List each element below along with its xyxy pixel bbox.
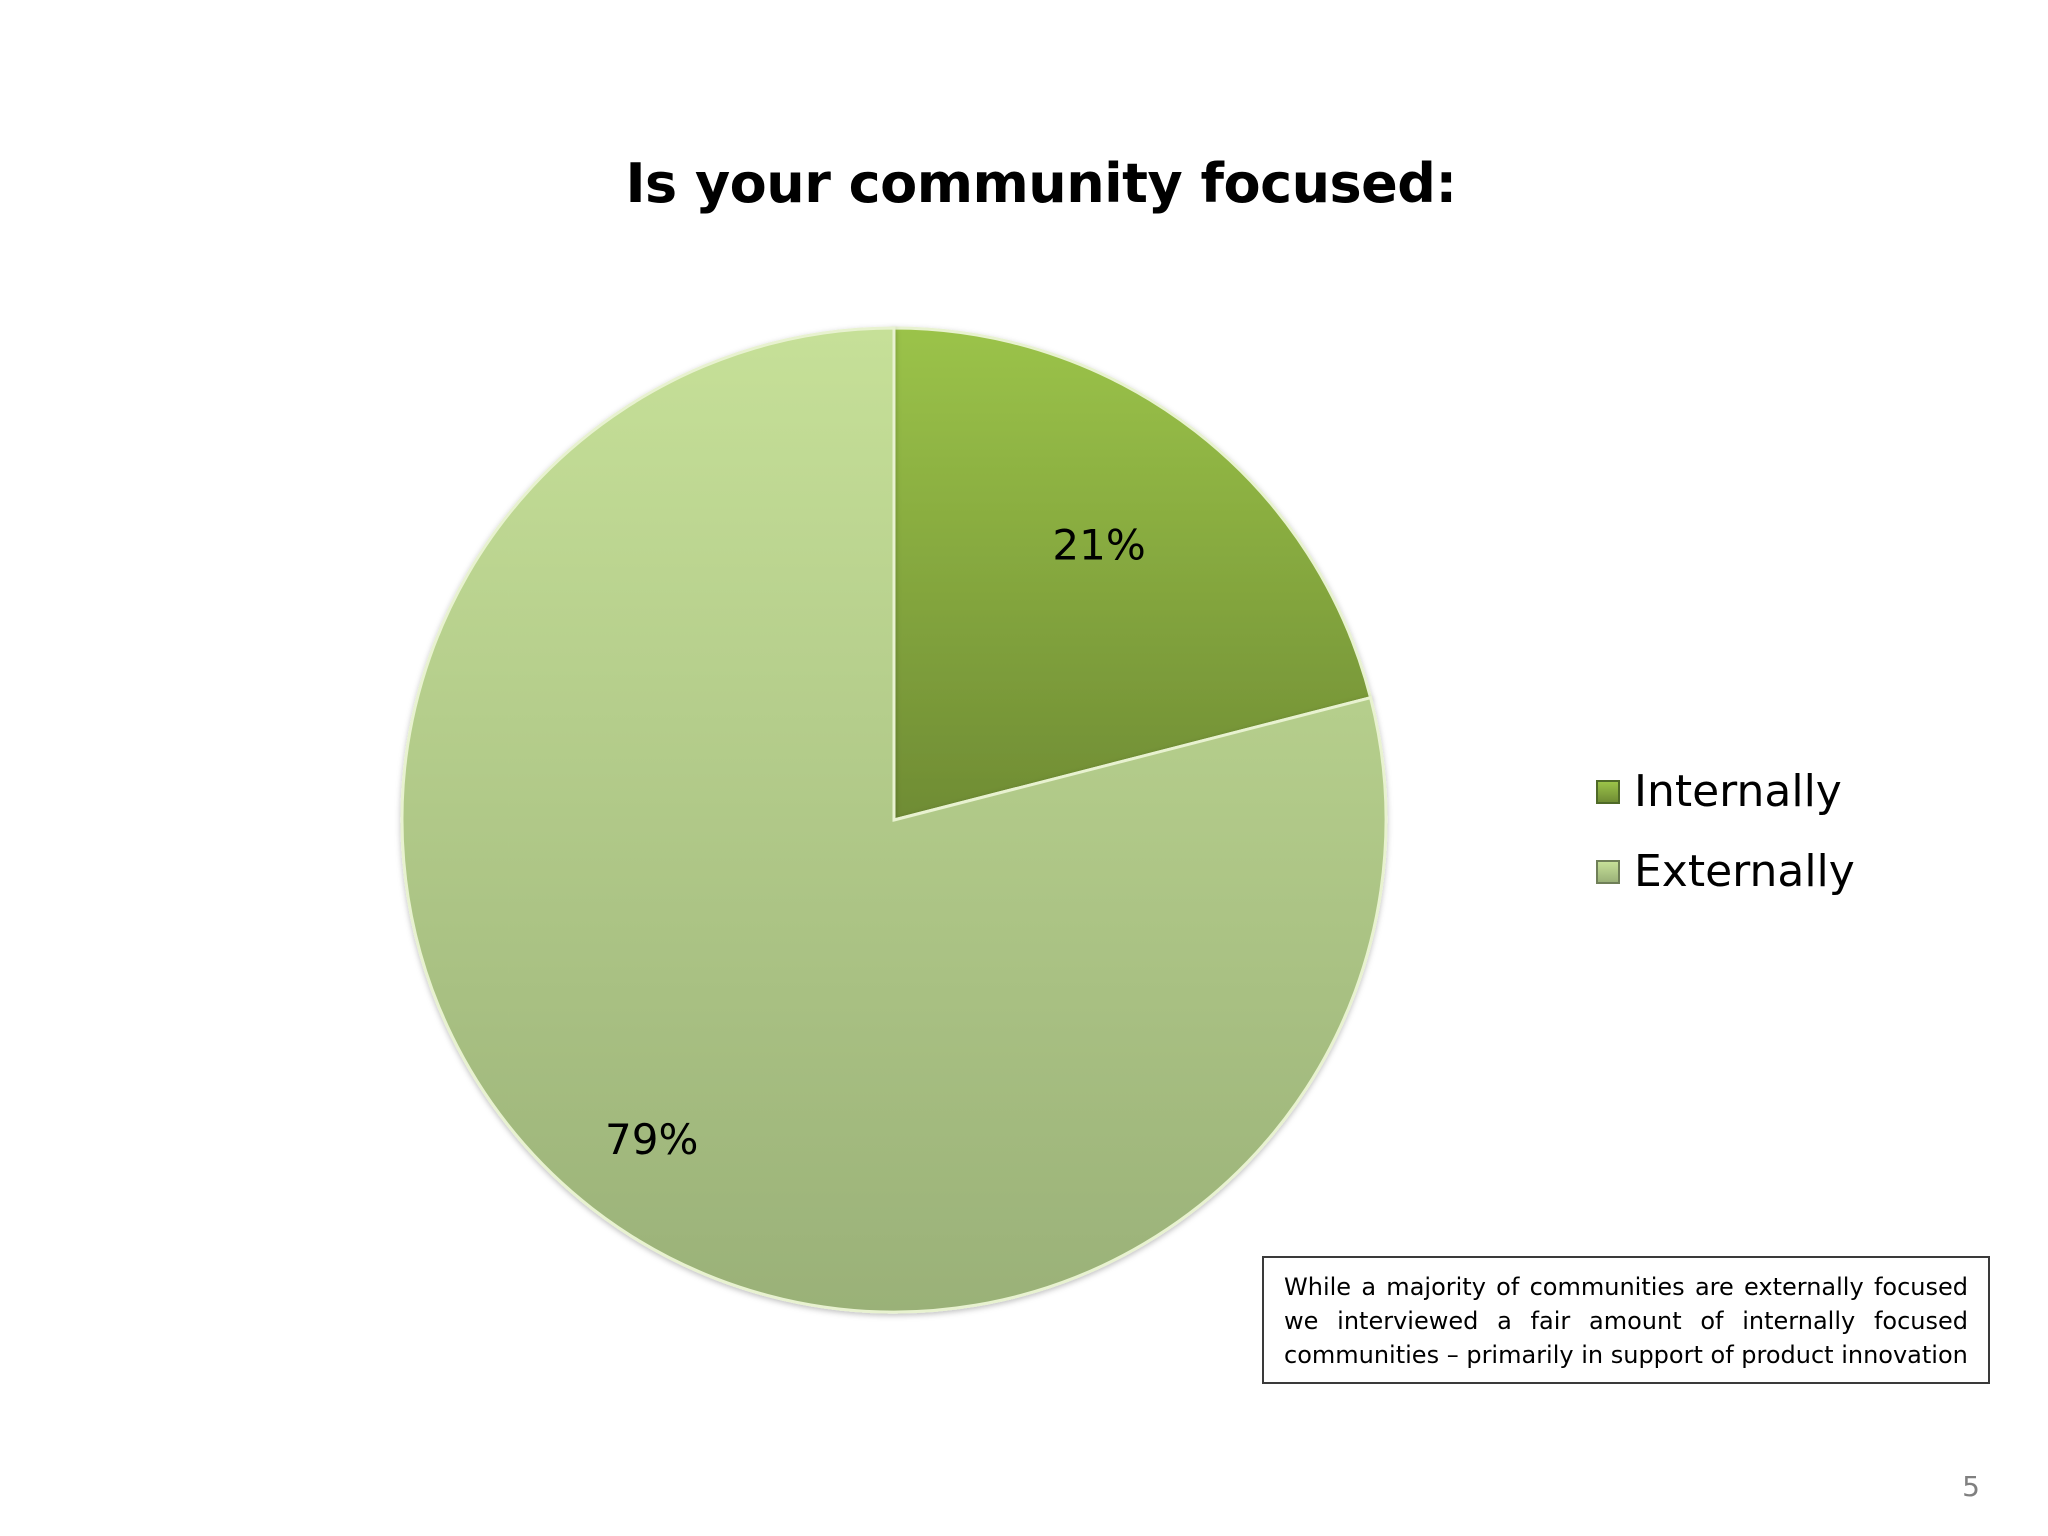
page-number: 5 — [1962, 1470, 1980, 1503]
chart-title: Is your community focused: — [625, 152, 1457, 215]
pie-slice-internally — [892, 326, 1373, 822]
legend: Internally Externally — [1596, 752, 1855, 912]
pie-slice-externally — [400, 326, 1388, 1314]
legend-swatch-internally — [1596, 780, 1620, 804]
data-label-internally: 21% — [1052, 520, 1145, 569]
legend-item-internally: Internally — [1596, 752, 1855, 832]
data-label-externally: 79% — [605, 1115, 698, 1164]
legend-label-internally: Internally — [1634, 766, 1842, 817]
legend-label-externally: Externally — [1634, 846, 1855, 897]
legend-swatch-externally — [1596, 860, 1620, 884]
annotation-note: While a majority of communities are exte… — [1262, 1256, 1990, 1384]
legend-item-externally: Externally — [1596, 832, 1855, 912]
